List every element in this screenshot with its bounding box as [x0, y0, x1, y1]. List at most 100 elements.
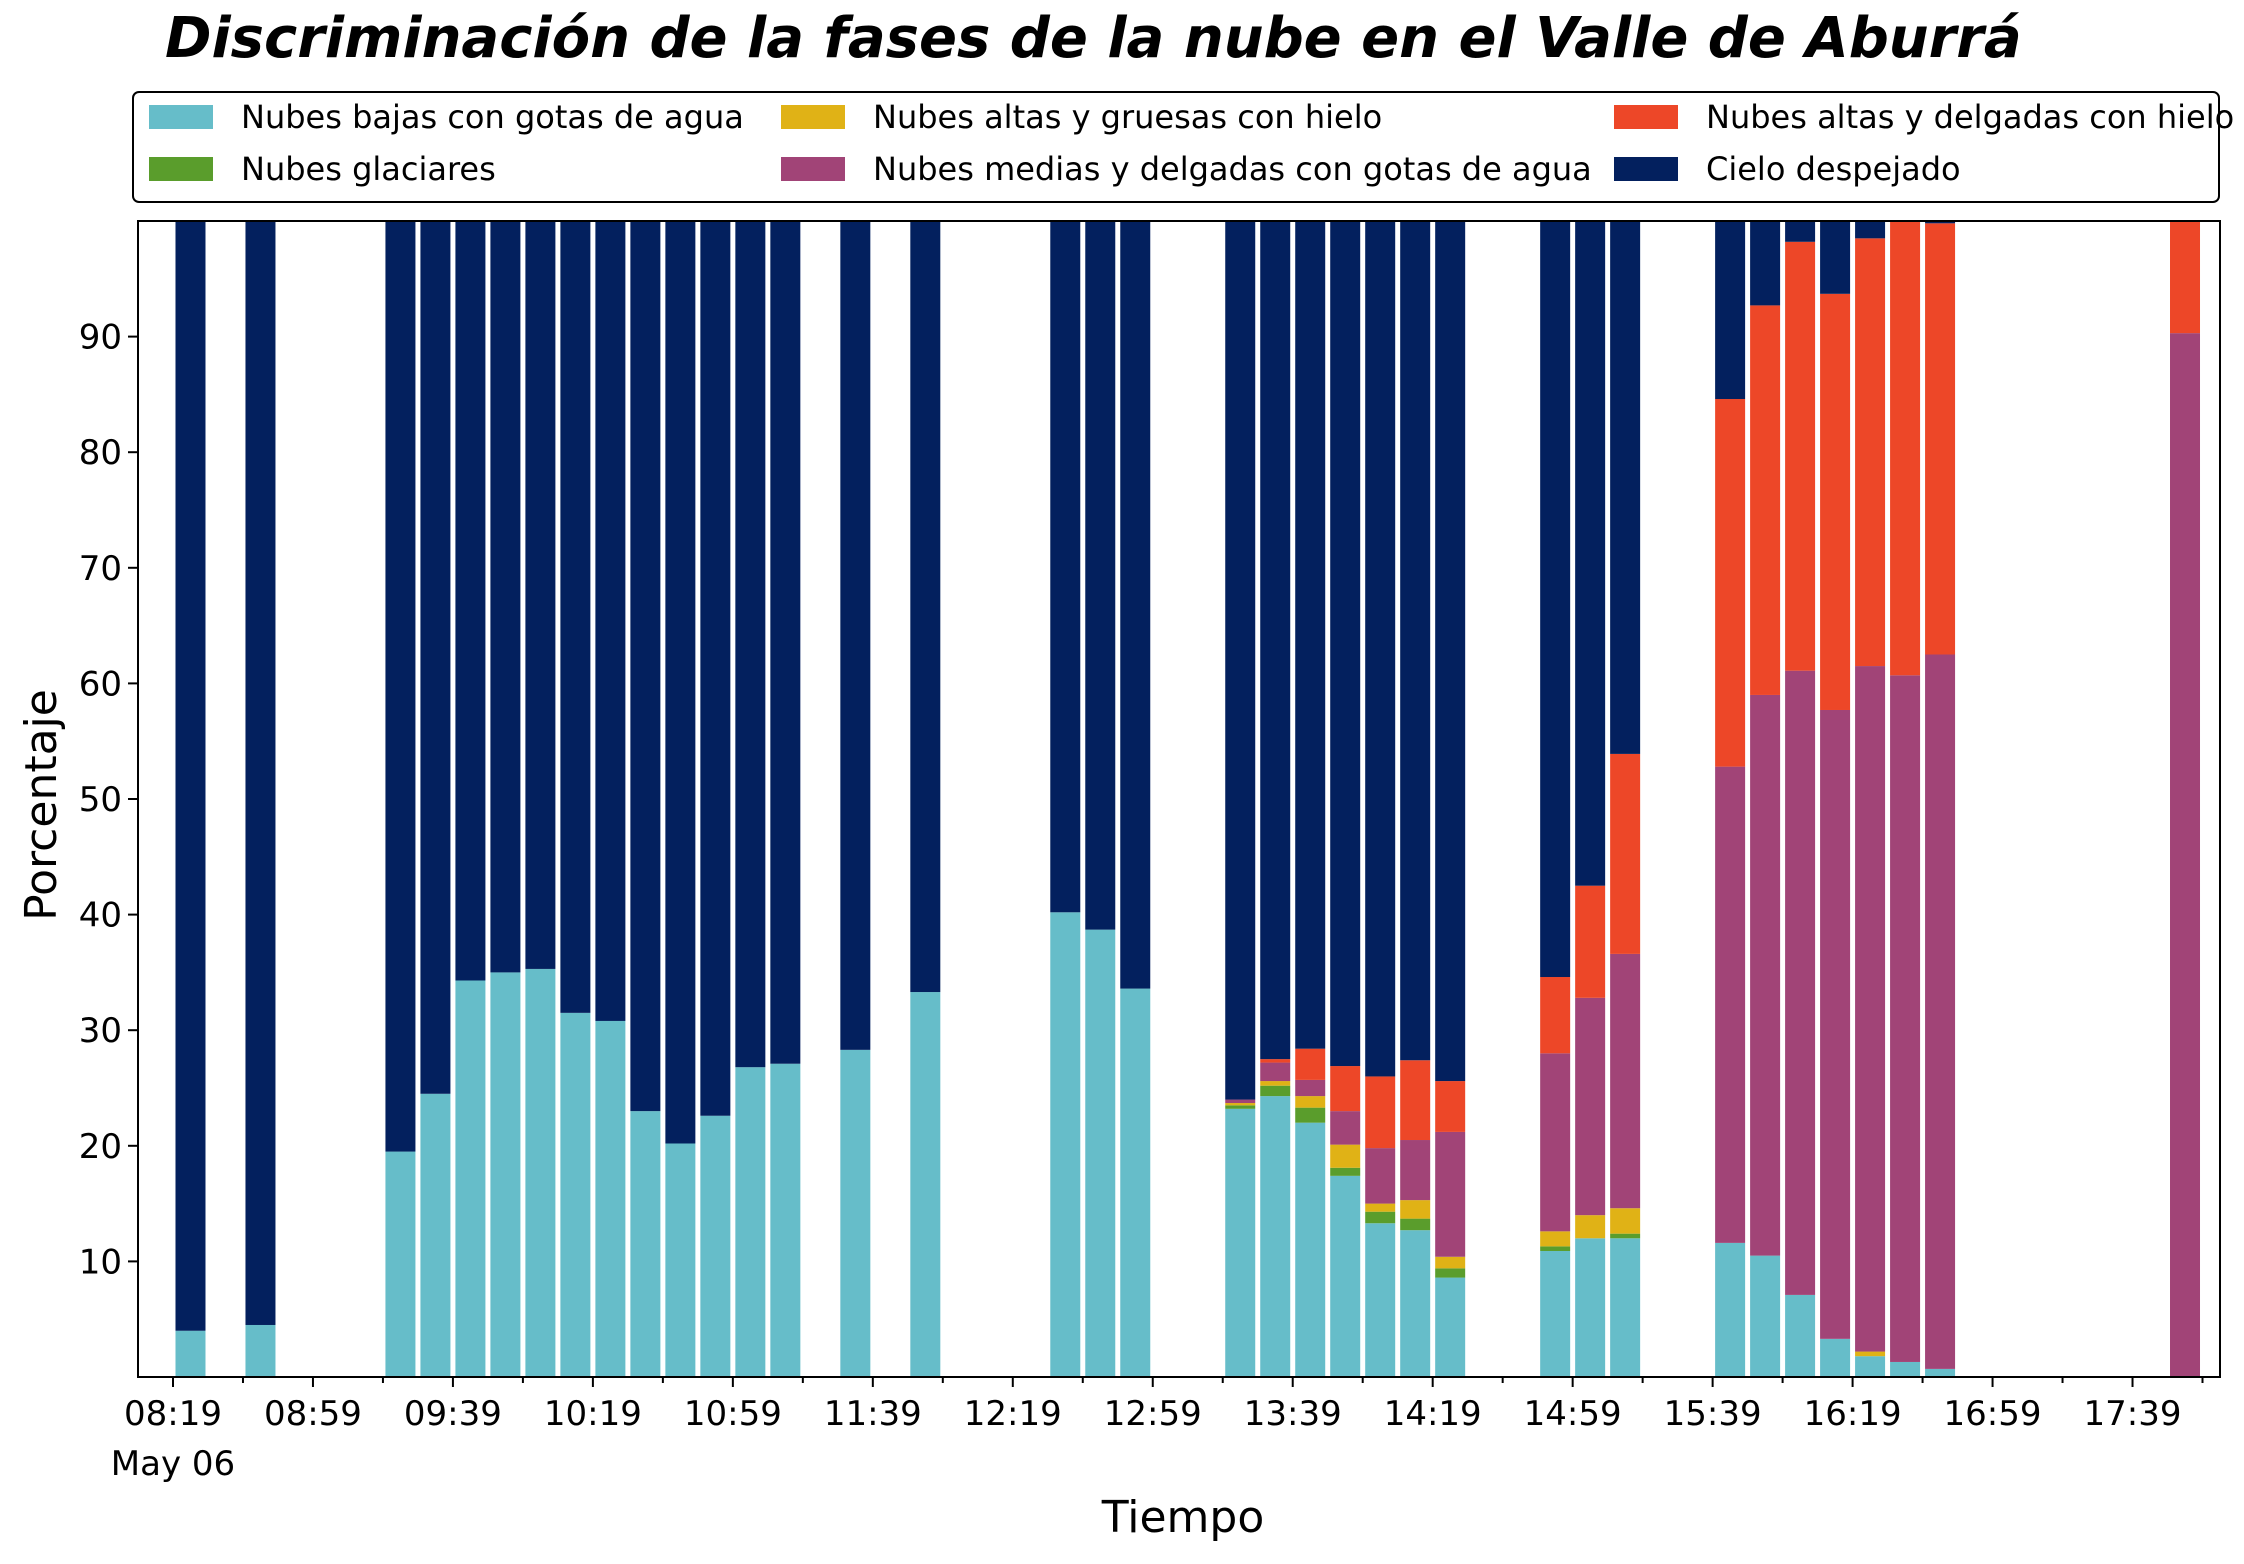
x-tick-label: 15:39 [1664, 1394, 1762, 1434]
bar-segment [1295, 1096, 1326, 1108]
bar-segment [1435, 1256, 1466, 1269]
bar-segment [1260, 1096, 1291, 1377]
bar-segment [1855, 238, 1886, 667]
bar-segment [525, 968, 556, 1377]
legend-swatch [1614, 157, 1678, 181]
bar-segment [735, 221, 766, 1068]
bar-segment [1575, 885, 1606, 998]
bar-segment [735, 1067, 766, 1377]
bar-segment [1260, 1059, 1291, 1063]
y-tick-label: 10 [79, 1242, 122, 1282]
bar-segment [1855, 1356, 1886, 1377]
bar-segment [1120, 988, 1151, 1377]
bar-segment [1540, 1231, 1571, 1247]
bar-segment [1225, 1099, 1256, 1104]
bar-segment [1365, 1148, 1396, 1204]
bar-segment [1750, 305, 1781, 695]
bar-segment [1715, 399, 1746, 767]
bar-segment [1330, 221, 1361, 1067]
bar-segment [175, 1330, 206, 1377]
bar-segment [1295, 1079, 1326, 1097]
y-tick-label: 70 [79, 549, 122, 589]
x-tick-label: 16:59 [1944, 1394, 2042, 1434]
bar-segment [1855, 221, 1886, 239]
bar-segment [1400, 221, 1431, 1061]
bar-segment [525, 221, 556, 969]
bar-segment [1295, 1122, 1326, 1377]
bar-segment [1925, 1368, 1956, 1377]
bar-segment [1750, 221, 1781, 306]
y-tick-label: 50 [79, 780, 122, 820]
bar-segment [1365, 1211, 1396, 1224]
bar-segment [385, 1151, 416, 1377]
bar-segment [1365, 1203, 1396, 1212]
legend-swatch [781, 105, 845, 129]
bar-segment [840, 221, 871, 1050]
bar-segment [1400, 1200, 1431, 1219]
x-tick-label: 13:39 [1244, 1394, 1342, 1434]
bar-segment [1295, 1107, 1326, 1123]
y-tick-label: 90 [79, 318, 122, 358]
bar-segment [1575, 1215, 1606, 1239]
bar-segment [1365, 1223, 1396, 1377]
bar-segment [1540, 1246, 1571, 1251]
bar-segment [770, 1063, 801, 1377]
bar-segment [1785, 221, 1816, 242]
y-tick-label: 30 [79, 1011, 122, 1051]
bar-segment [1610, 1238, 1641, 1377]
y-axis-label: Porcentaje [16, 689, 67, 921]
bar-segment [175, 221, 206, 1331]
legend-entry-label: Nubes medias y delgadas con gotas de agu… [873, 150, 1592, 188]
bar-segment [1400, 1230, 1431, 1377]
x-tick-label: 16:19 [1804, 1394, 1902, 1434]
bar-segment [1785, 241, 1816, 671]
bar-segment [1890, 1361, 1921, 1377]
bar-segment [1330, 1111, 1361, 1145]
bar-segment [1610, 1233, 1641, 1239]
bar-segment [1575, 1238, 1606, 1377]
bar-segment [1050, 912, 1081, 1377]
bar-segment [1260, 1085, 1291, 1097]
bar-segment [1750, 1255, 1781, 1377]
bar-segment [1575, 221, 1606, 886]
bar-segment [1715, 221, 1746, 400]
bar-segment [700, 221, 731, 1116]
bar-segment [1890, 221, 1921, 676]
bar-segment [910, 992, 941, 1377]
bar-segment [1225, 1108, 1256, 1377]
bar-segment [1925, 223, 1956, 655]
legend-entry-label: Nubes bajas con gotas de agua [241, 98, 744, 136]
bar-segment [1400, 1060, 1431, 1141]
bar-segment [1540, 221, 1571, 978]
legend-swatch [149, 157, 213, 181]
x-tick-label: 10:19 [544, 1394, 642, 1434]
bar-segment [1400, 1140, 1431, 1201]
bar-segment [385, 221, 416, 1152]
x-tick-label: 11:39 [824, 1394, 922, 1434]
bar-segment [1050, 221, 1081, 913]
bar-segment [1365, 1076, 1396, 1149]
bar-segment [1330, 1066, 1361, 1112]
bar-segment [1610, 221, 1641, 754]
bar-segment [1715, 766, 1746, 1243]
x-tick-label: 12:19 [964, 1394, 1062, 1434]
legend-entry-label: Nubes altas y delgadas con hielo [1706, 98, 2234, 136]
y-tick-label: 80 [79, 433, 122, 473]
bar-segment [1820, 1338, 1851, 1377]
x-axis: 08:19 08:59 09:39 10:19 10:59 11:39 12:19 12:59… [111, 1377, 2204, 1484]
bar-segment [1225, 1103, 1256, 1106]
bar-segment [595, 1020, 626, 1377]
x-tick-label: 10:59 [684, 1394, 782, 1434]
bar-segment [1295, 221, 1326, 1049]
bar-segment [630, 221, 661, 1112]
x-tick-label: 08:59 [264, 1394, 362, 1434]
bar-segment [1610, 753, 1641, 954]
bar-segment [455, 221, 486, 981]
x-tick-label: 14:59 [1524, 1394, 1622, 1434]
legend-swatch [149, 105, 213, 129]
bar-segment [770, 221, 801, 1064]
x-tick-label: 14:19 [1384, 1394, 1482, 1434]
x-tick-label: 08:19 [124, 1394, 222, 1434]
bar-segment [1120, 221, 1151, 989]
chart-title: Discriminación de la fases de la nube en… [165, 6, 2022, 71]
